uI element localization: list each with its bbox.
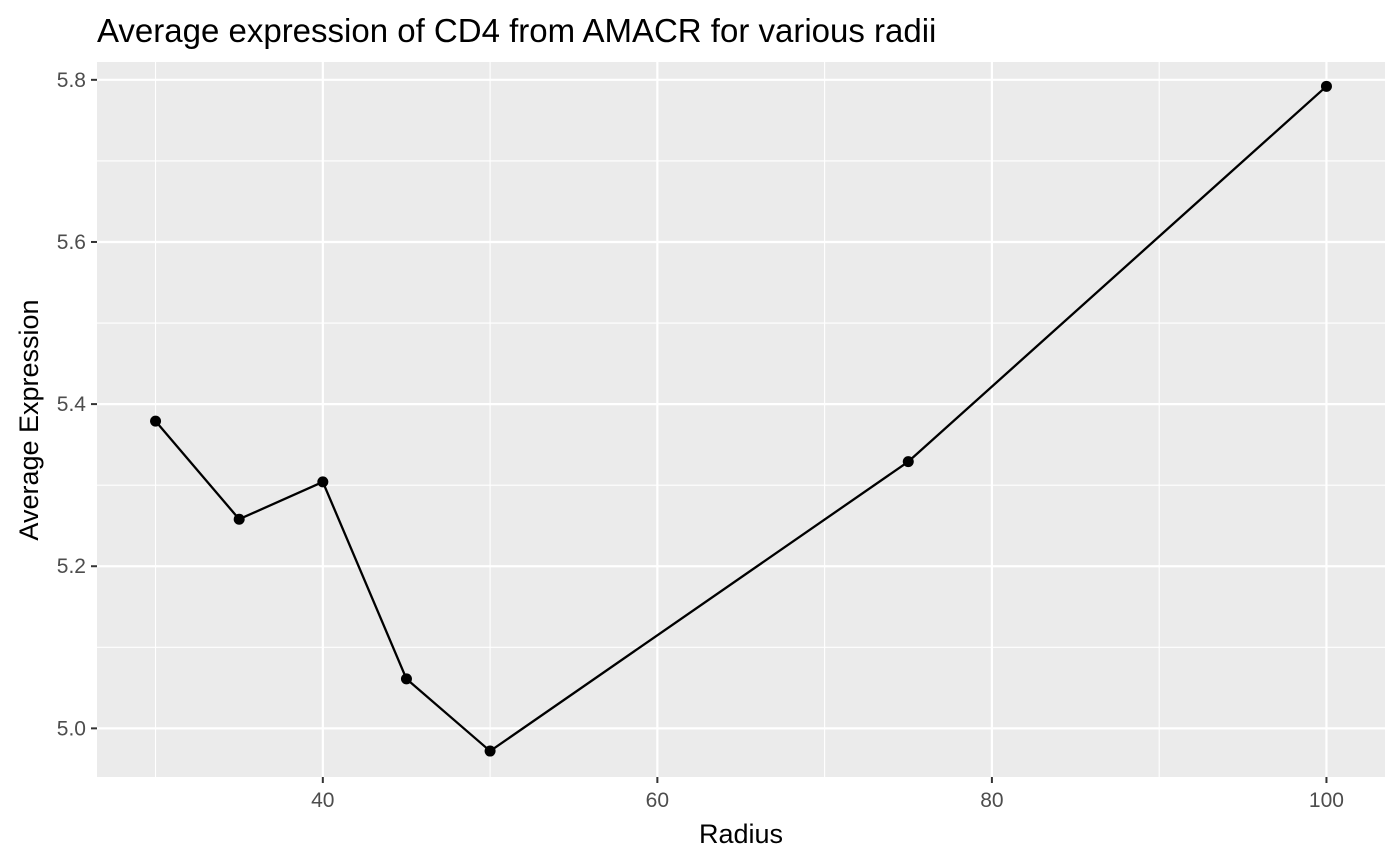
x-tick-label: 60 — [646, 789, 669, 812]
y-tick-label: 5.8 — [57, 69, 86, 92]
data-point — [233, 513, 245, 525]
y-axis: 5.0 5.2 5.4 5.6 5.8 — [57, 69, 97, 740]
y-tick-label: 5.0 — [57, 717, 86, 740]
plot-panel — [97, 62, 1385, 777]
data-point — [317, 476, 329, 488]
data-point — [484, 745, 496, 757]
y-tick-label: 5.4 — [57, 393, 87, 416]
major-gridlines — [97, 62, 1385, 777]
data-points — [150, 80, 1332, 757]
x-axis: 40 60 80 100 — [311, 777, 1344, 812]
data-point — [902, 456, 914, 468]
data-point — [400, 673, 412, 685]
y-axis-title: Average Expression — [14, 299, 44, 540]
y-tick-label: 5.2 — [57, 555, 86, 578]
data-point — [1320, 80, 1332, 92]
data-point — [150, 415, 162, 427]
x-axis-title: Radius — [699, 819, 783, 849]
y-tick-label: 5.6 — [57, 231, 86, 254]
minor-gridlines — [97, 62, 1385, 777]
chart-title: Average expression of CD4 from AMACR for… — [97, 12, 936, 49]
x-tick-label: 80 — [980, 789, 1003, 812]
x-tick-label: 100 — [1309, 789, 1344, 812]
x-tick-label: 40 — [311, 789, 334, 812]
